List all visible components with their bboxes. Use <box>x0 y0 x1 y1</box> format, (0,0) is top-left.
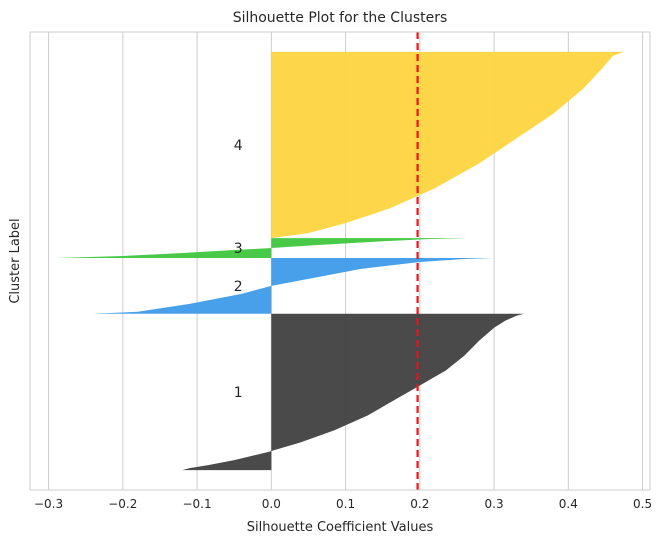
cluster-label: 1 <box>234 385 243 401</box>
x-tick-label: 0.0 <box>262 497 281 511</box>
plot-frame <box>29 31 651 491</box>
chart-title: Silhouette Plot for the Clusters <box>233 10 448 26</box>
x-tick-label: 0.2 <box>410 497 429 511</box>
cluster-silhouette <box>93 258 495 314</box>
x-tick-label: −0.2 <box>108 497 137 511</box>
cluster-silhouette <box>182 313 524 471</box>
cluster-silhouettes <box>55 51 625 471</box>
cluster-label: 2 <box>234 279 243 295</box>
x-tick-label: −0.3 <box>34 497 63 511</box>
cluster-label: 3 <box>234 241 243 257</box>
x-tick-label: −0.1 <box>182 497 211 511</box>
x-tick-label: 0.1 <box>336 497 355 511</box>
x-axis-label: Silhouette Coefficient Values <box>247 520 434 535</box>
x-tick-label: 0.4 <box>559 497 578 511</box>
cluster-labels: 1 2 3 4 <box>234 138 243 401</box>
cluster-silhouette <box>271 51 625 239</box>
x-tick-label: 0.3 <box>485 497 504 511</box>
x-tick-labels: −0.3 −0.2 −0.1 0.0 0.1 0.2 0.3 0.4 0.5 <box>34 497 652 511</box>
x-tick-label: 0.5 <box>633 497 652 511</box>
y-axis-label: Cluster Label <box>8 218 23 303</box>
cluster-silhouette <box>55 238 469 259</box>
cluster-label: 4 <box>234 138 243 154</box>
